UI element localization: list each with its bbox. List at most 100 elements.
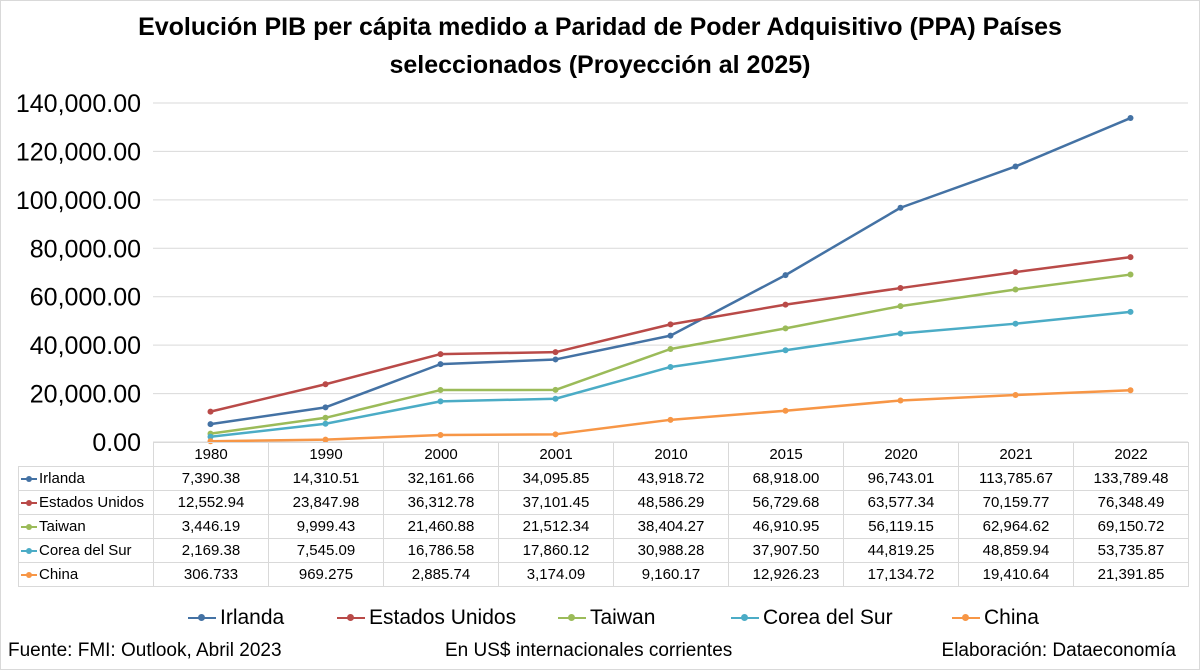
- data-label: 2,169.38: [153, 538, 269, 563]
- data-point: [437, 398, 444, 405]
- data-label: 36,312.78: [383, 490, 499, 515]
- data-label: 38,404.27: [613, 514, 729, 539]
- y-tick-label: 40,000.00: [30, 332, 141, 360]
- source-note: Fuente: FMI: Outlook, Abril 2023: [8, 640, 282, 661]
- data-label: 12,552.94: [153, 490, 269, 515]
- data-point: [782, 407, 789, 414]
- data-point: [1127, 115, 1134, 122]
- y-tick-label: 100,000.00: [16, 187, 141, 215]
- data-label: 68,918.00: [728, 466, 844, 491]
- data-point: [1127, 387, 1134, 394]
- data-label: 17,134.72: [843, 562, 959, 587]
- data-point: [322, 381, 329, 388]
- legend-key-icon: [21, 522, 37, 532]
- data-point: [437, 432, 444, 439]
- data-label: 3,446.19: [153, 514, 269, 539]
- legend: Irlanda Estados Unidos Taiwan Corea del Sur…: [0, 606, 1200, 634]
- legend-item: Estados Unidos: [337, 606, 516, 630]
- series-row-label: China: [18, 562, 154, 587]
- series-row-label: Irlanda: [18, 466, 154, 491]
- data-point: [1127, 271, 1134, 278]
- data-label: 16,786.58: [383, 538, 499, 563]
- y-tick-label: 120,000.00: [16, 138, 141, 166]
- units-note: En US$ internacionales corrientes: [445, 640, 733, 661]
- legend-item: Taiwan: [558, 606, 655, 630]
- data-label: 30,988.28: [613, 538, 729, 563]
- data-label: 37,907.50: [728, 538, 844, 563]
- legend-line-icon: [952, 612, 980, 624]
- data-point: [782, 301, 789, 308]
- data-label: 34,095.85: [498, 466, 614, 491]
- series-row-label: Taiwan: [18, 514, 154, 539]
- data-point: [437, 351, 444, 358]
- legend-key-icon: [21, 546, 37, 556]
- data-label: 3,174.09: [498, 562, 614, 587]
- data-point: [552, 395, 559, 402]
- legend-item: Irlanda: [188, 606, 284, 630]
- table-corner: [18, 442, 154, 467]
- data-point: [782, 347, 789, 354]
- legend-item: Corea del Sur: [731, 606, 893, 630]
- y-tick-label: 140,000.00: [16, 90, 141, 118]
- x-tick-label: 2015: [728, 442, 844, 467]
- data-label: 7,390.38: [153, 466, 269, 491]
- legend-line-icon: [337, 612, 365, 624]
- data-label: 62,964.62: [958, 514, 1074, 539]
- data-label: 44,819.25: [843, 538, 959, 563]
- data-point: [552, 349, 559, 356]
- chart-title: Evolución PIB per cápita medido a Parida…: [138, 13, 1062, 79]
- data-label: 46,910.95: [728, 514, 844, 539]
- data-point: [897, 285, 904, 292]
- data-label: 32,161.66: [383, 466, 499, 491]
- legend-key-icon: [21, 498, 37, 508]
- data-label: 48,859.94: [958, 538, 1074, 563]
- data-point: [1012, 163, 1019, 170]
- data-label: 63,577.34: [843, 490, 959, 515]
- data-label: 21,460.88: [383, 514, 499, 539]
- data-label: 56,729.68: [728, 490, 844, 515]
- table-row: Estados Unidos 12,552.94 23,847.98 36,312.7…: [18, 490, 1189, 515]
- legend-line-icon: [558, 612, 586, 624]
- data-table: 1980 1990 2000 2001 2010 2015 2020 2021 2022 Irla…: [18, 442, 1189, 587]
- data-label: 43,918.72: [613, 466, 729, 491]
- data-point: [667, 321, 674, 328]
- x-tick-label: 2010: [613, 442, 729, 467]
- data-point: [1127, 254, 1134, 261]
- legend-key-icon: [21, 474, 37, 484]
- data-label: 21,512.34: [498, 514, 614, 539]
- series-row-label: Estados Unidos: [18, 490, 154, 515]
- data-point: [1127, 308, 1134, 315]
- data-point: [207, 421, 214, 428]
- x-tick-label: 2001: [498, 442, 614, 467]
- data-point: [1012, 320, 1019, 327]
- data-label: 70,159.77: [958, 490, 1074, 515]
- data-label: 23,847.98: [268, 490, 384, 515]
- x-tick-label: 2021: [958, 442, 1074, 467]
- data-point: [322, 414, 329, 421]
- table-row: Irlanda 7,390.38 14,310.51 32,161.66 34,095.…: [18, 466, 1189, 491]
- x-tick-label: 1980: [153, 442, 269, 467]
- y-tick-label: 20,000.00: [30, 381, 141, 409]
- data-point: [667, 346, 674, 353]
- x-tick-label: 2020: [843, 442, 959, 467]
- data-point: [897, 204, 904, 211]
- data-point: [322, 404, 329, 411]
- data-point: [1012, 269, 1019, 276]
- data-label: 9,999.43: [268, 514, 384, 539]
- y-tick-label: 60,000.00: [30, 284, 141, 312]
- data-label: 37,101.45: [498, 490, 614, 515]
- data-label: 9,160.17: [613, 562, 729, 587]
- data-point: [782, 325, 789, 332]
- legend-line-icon: [731, 612, 759, 624]
- data-label: 76,348.49: [1073, 490, 1189, 515]
- credit-note: Elaboración: Dataeconomía: [941, 640, 1176, 661]
- data-label: 21,391.85: [1073, 562, 1189, 587]
- data-point: [1012, 391, 1019, 398]
- data-label: 12,926.23: [728, 562, 844, 587]
- data-label: 17,860.12: [498, 538, 614, 563]
- data-point: [897, 397, 904, 404]
- data-point: [897, 330, 904, 337]
- table-row: China 306.733 969.275 2,885.74 3,174.09 9,160…: [18, 562, 1189, 587]
- data-label: 306.733: [153, 562, 269, 587]
- data-label: 48,586.29: [613, 490, 729, 515]
